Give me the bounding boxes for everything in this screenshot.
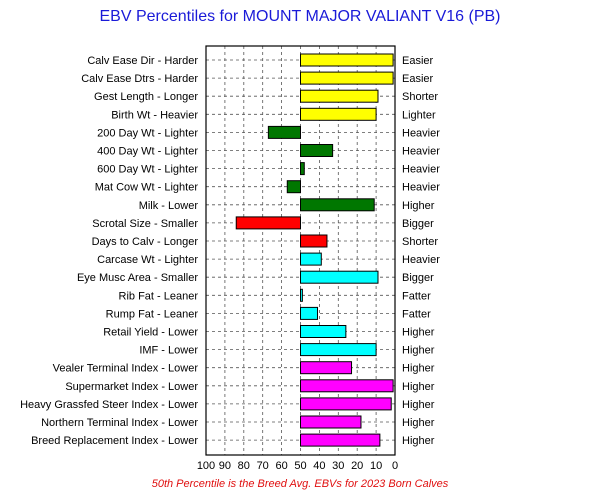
bar (300, 397, 392, 411)
direction-label: Higher (402, 399, 435, 411)
category-label: Vealer Terminal Index - Lower (53, 363, 199, 375)
bar (300, 252, 322, 266)
left-labels: Calv Ease Dir - Harder Calv Ease Dtrs - H… (20, 55, 198, 447)
category-label: Heavy Grassfed Steer Index - Lower (20, 399, 198, 411)
bar (300, 415, 362, 429)
direction-label: Lighter (402, 109, 436, 121)
category-label: 200 Day Wt - Lighter (97, 127, 198, 139)
right-labels: Easier Easier Shorter Lighter Heavier Heavier… (402, 55, 440, 447)
direction-label: Bigger (402, 272, 434, 284)
direction-label: Fatter (402, 308, 431, 320)
direction-label: Bigger (402, 218, 434, 230)
category-label: Rump Fat - Leaner (106, 308, 199, 320)
category-label: Eye Musc Area - Smaller (77, 272, 198, 284)
category-label: 600 Day Wt - Lighter (97, 164, 198, 176)
category-label: Rib Fat - Leaner (119, 290, 199, 302)
bar (300, 234, 328, 248)
category-label: Calv Ease Dtrs - Harder (81, 73, 198, 85)
bar (300, 162, 305, 176)
category-label: Birth Wt - Heavier (111, 109, 198, 121)
bar (300, 361, 353, 375)
direction-label: Higher (402, 200, 435, 212)
direction-label: Higher (402, 363, 435, 375)
bar (300, 53, 394, 67)
bar (300, 107, 377, 121)
bar (300, 306, 319, 320)
bar (300, 71, 394, 85)
grid-lines (206, 46, 395, 455)
direction-label: Easier (402, 73, 434, 85)
bar (267, 125, 301, 139)
x-tick-label: 10 (370, 460, 382, 472)
direction-label: Easier (402, 55, 434, 67)
direction-label: Higher (402, 327, 435, 339)
direction-label: Heavier (402, 182, 440, 194)
category-label: Retail Yield - Lower (103, 327, 198, 339)
category-label: Breed Replacement Index - Lower (31, 435, 198, 447)
bar (300, 198, 375, 212)
category-label: IMF - Lower (139, 345, 198, 357)
chart-footer: 50th Percentile is the Breed Avg. EBVs f… (152, 478, 449, 490)
bar (300, 288, 303, 302)
bar (300, 144, 334, 157)
direction-label: Higher (402, 435, 435, 447)
bar (300, 270, 379, 284)
direction-label: Shorter (402, 236, 438, 248)
bar (300, 89, 379, 103)
category-label: 400 Day Wt - Lighter (97, 146, 198, 158)
x-tick-label: 40 (313, 460, 325, 472)
x-tick-label: 20 (351, 460, 363, 472)
x-tick-label: 50 (294, 460, 306, 472)
bar (300, 379, 394, 393)
direction-label: Heavier (402, 127, 440, 139)
direction-label: Heavier (402, 254, 440, 266)
direction-label: Higher (402, 381, 435, 393)
bars-group (235, 53, 394, 447)
category-label: Gest Length - Longer (94, 91, 198, 103)
category-label: Carcase Wt - Lighter (97, 254, 198, 266)
direction-label: Shorter (402, 91, 438, 103)
bar (300, 343, 377, 357)
category-label: Days to Calv - Longer (92, 236, 199, 248)
category-label: Calv Ease Dir - Harder (87, 55, 198, 67)
x-tick-label: 30 (332, 460, 344, 472)
direction-label: Higher (402, 345, 435, 357)
direction-label: Heavier (402, 164, 440, 176)
direction-label: Higher (402, 417, 435, 429)
x-tick-label: 70 (257, 460, 269, 472)
direction-label: Fatter (402, 290, 431, 302)
category-label: Northern Terminal Index - Lower (41, 417, 198, 429)
x-tick-label: 90 (219, 460, 231, 472)
plot-frame (205, 45, 396, 456)
chart-title: EBV Percentiles for MOUNT MAJOR VALIANT … (100, 8, 501, 25)
x-tick-label: 60 (275, 460, 287, 472)
category-label: Scrotal Size - Smaller (92, 218, 198, 230)
bar (300, 325, 347, 338)
bar (235, 216, 302, 230)
category-label: Supermarket Index - Lower (65, 381, 198, 393)
x-tick-label: 80 (238, 460, 250, 472)
bar (286, 180, 301, 194)
direction-label: Heavier (402, 146, 440, 158)
x-tick-label: 100 (197, 460, 215, 472)
bar (300, 433, 381, 447)
x-tick-label: 0 (392, 460, 398, 472)
category-label: Milk - Lower (139, 200, 199, 212)
category-label: Mat Cow Wt - Lighter (95, 182, 199, 194)
x-tick-labels: 100 90 80 70 60 50 40 30 20 10 0 (197, 460, 398, 472)
